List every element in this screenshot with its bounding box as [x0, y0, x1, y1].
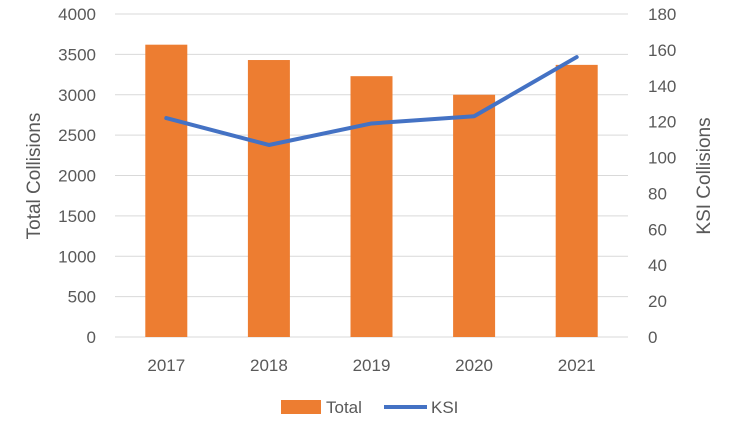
y2-axis-title: KSI Collisions — [694, 117, 715, 234]
right-axis: 0 20 40 60 80 100 120 140 160 180 — [648, 5, 676, 347]
x-tick-label: 2020 — [455, 356, 493, 375]
legend-label-ksi: KSI — [431, 398, 458, 417]
bar-total — [555, 64, 598, 337]
bars-total — [145, 44, 598, 338]
y2-tick-label: 100 — [648, 149, 676, 168]
x-tick-label: 2021 — [558, 356, 596, 375]
legend-swatch-total — [281, 400, 321, 414]
bar-total — [145, 44, 188, 338]
y2-tick-label: 180 — [648, 5, 676, 24]
y-tick-label: 2500 — [58, 126, 96, 145]
y2-tick-label: 20 — [648, 292, 667, 311]
y-tick-label: 1500 — [58, 207, 96, 226]
left-axis: 0 500 1000 1500 2000 2500 3000 3500 4000 — [58, 5, 96, 347]
y2-tick-label: 0 — [648, 328, 657, 347]
y2-tick-label: 120 — [648, 113, 676, 132]
y2-tick-label: 80 — [648, 184, 667, 203]
y-tick-label: 3000 — [58, 86, 96, 105]
y-tick-label: 2000 — [58, 167, 96, 186]
y-tick-label: 3500 — [58, 45, 96, 64]
legend: Total KSI — [281, 398, 458, 417]
x-axis: 2017 2018 2019 2020 2021 — [147, 356, 595, 375]
bar-total — [453, 94, 496, 337]
y2-tick-label: 160 — [648, 41, 676, 60]
y-tick-label: 1000 — [58, 247, 96, 266]
y2-tick-label: 60 — [648, 220, 667, 239]
y2-tick-label: 140 — [648, 77, 676, 96]
y2-tick-label: 40 — [648, 256, 667, 275]
bar-total — [247, 60, 290, 338]
y-tick-label: 4000 — [58, 5, 96, 24]
y-tick-label: 500 — [68, 288, 96, 307]
bar-total — [350, 76, 393, 338]
x-tick-label: 2019 — [353, 356, 391, 375]
x-tick-label: 2017 — [147, 356, 185, 375]
x-tick-label: 2018 — [250, 356, 288, 375]
legend-label-total: Total — [326, 398, 362, 417]
y-axis-title: Total Collisions — [24, 113, 45, 240]
y-tick-label: 0 — [87, 328, 96, 347]
series-line-ksi — [164, 55, 579, 147]
line-ksi — [164, 55, 579, 147]
